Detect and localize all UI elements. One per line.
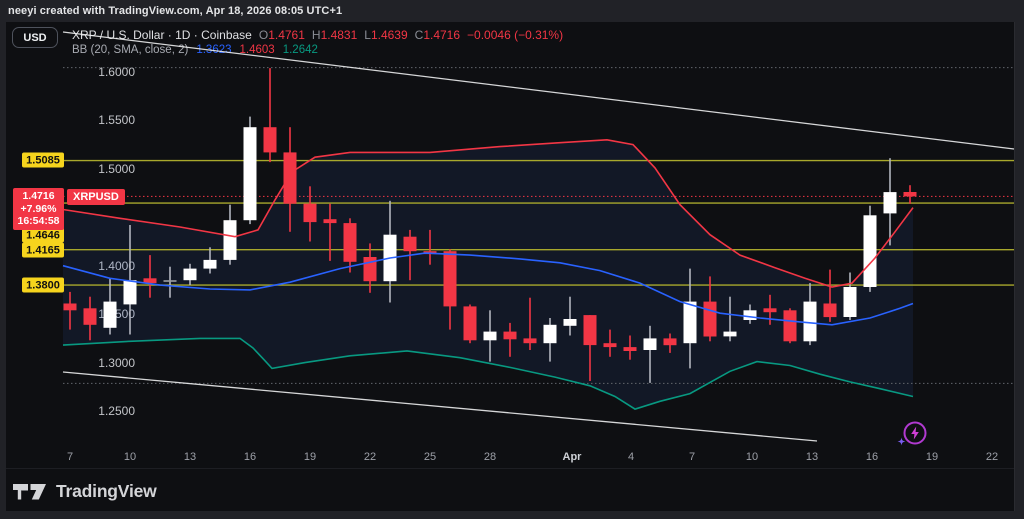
price-axis-label: 1.5000: [98, 161, 135, 176]
ohlc-value: 1.4831: [320, 28, 358, 42]
price-axis-label: 1.3500: [98, 307, 135, 322]
tradingview-logo[interactable]: TradingView: [13, 481, 157, 502]
ohlc-value: 1.4716: [423, 28, 461, 42]
price-axis-label: 1.3000: [98, 355, 135, 370]
time-axis-label: 10: [745, 451, 759, 463]
ohlc-key: O: [258, 28, 269, 42]
axis-separator: [6, 468, 1014, 469]
price-level-label[interactable]: 1.5085: [22, 152, 64, 168]
indicator-value: 1.3623: [196, 44, 232, 56]
indicator-value: 1.2642: [282, 44, 318, 56]
ohlc-key: H: [311, 28, 321, 42]
price-axis-label: 1.2500: [98, 403, 135, 418]
time-axis-label: 16: [865, 451, 879, 463]
current-price-label-line: 16:54:58: [17, 215, 60, 227]
time-axis-label: 22: [363, 451, 377, 463]
time-axis-label: 16: [243, 451, 257, 463]
time-axis-label: 25: [423, 451, 437, 463]
time-axis-label: 13: [805, 451, 819, 463]
ohlc-key: L: [364, 28, 371, 42]
time-axis-label: 13: [183, 451, 197, 463]
time-axis-label: Apr: [562, 451, 582, 463]
price-axis-label: 1.5500: [98, 113, 135, 128]
time-axis-label: 4: [627, 451, 635, 463]
time-axis-label: 10: [123, 451, 137, 463]
price-level-label[interactable]: 1.4646: [22, 227, 64, 243]
price-level-label[interactable]: 1.4165: [22, 242, 64, 258]
symbol-legend[interactable]: XRP / U.S. Dollar · 1D · Coinbase O1.4761…: [72, 28, 563, 42]
indicator-values: 1.3623 1.4603 1.2642: [188, 44, 318, 56]
indicator-value: 1.4603: [239, 44, 275, 56]
chart-panel[interactable]: [6, 22, 1015, 511]
watermark-attribution: neeyi created with TradingView.com, Apr …: [8, 5, 343, 17]
currency-toggle-button[interactable]: USD: [12, 27, 58, 48]
time-axis-label: 28: [483, 451, 497, 463]
current-price-label-line: +7.96%: [20, 202, 57, 215]
ohlc-values: O1.4761 H1.4831 L1.4639 C1.4716: [252, 28, 460, 42]
tradingview-logo-icon: [13, 483, 46, 499]
indicator-legend[interactable]: BB (20, SMA, close, 2) 1.3623 1.4603 1.2642: [72, 44, 318, 56]
indicator-title[interactable]: BB (20, SMA, close, 2): [72, 44, 189, 56]
time-axis-label: 7: [66, 451, 74, 463]
price-axis-label: 1.4000: [98, 258, 135, 273]
current-price-label[interactable]: 1.4716 +7.96% 16:54:58: [13, 188, 64, 230]
symbol-title[interactable]: XRP / U.S. Dollar · 1D · Coinbase: [72, 28, 252, 42]
current-price-label-line: 1.4716: [22, 190, 55, 202]
price-level-label[interactable]: 1.3800: [22, 277, 64, 293]
time-axis-label: 7: [688, 451, 696, 463]
symbol-price-tag[interactable]: XRPUSD: [67, 189, 125, 205]
time-axis-label: 19: [925, 451, 939, 463]
change-value: −0.0046 (−0.31%): [467, 28, 564, 42]
price-axis-label: 1.6000: [98, 65, 135, 79]
time-axis-label: 22: [985, 451, 999, 463]
time-axis-label: 19: [303, 451, 317, 463]
tradingview-logo-text: TradingView: [56, 481, 157, 501]
ohlc-value: 1.4761: [268, 28, 305, 42]
ohlc-value: 1.4639: [370, 28, 408, 42]
